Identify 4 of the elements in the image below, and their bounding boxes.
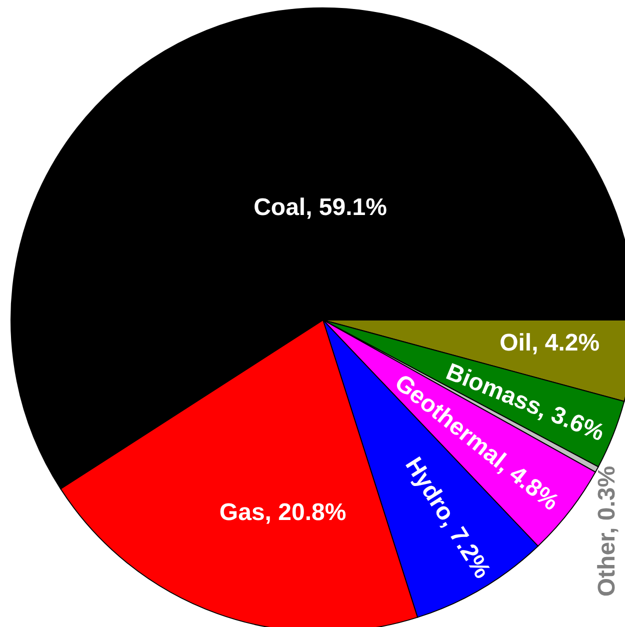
- slice-label: Coal, 59.1%: [254, 194, 387, 222]
- slice-label: Gas, 20.8%: [219, 498, 346, 526]
- slice-label: Oil, 4.2%: [500, 329, 600, 356]
- slice-label: Other, 0.3%: [594, 466, 621, 597]
